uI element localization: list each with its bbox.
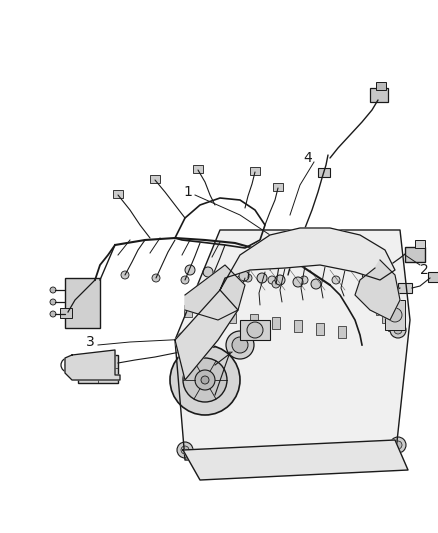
- Circle shape: [170, 345, 240, 415]
- Bar: [240, 320, 270, 340]
- Circle shape: [394, 326, 402, 334]
- Bar: [376, 82, 386, 90]
- Circle shape: [388, 308, 402, 322]
- Circle shape: [121, 271, 129, 279]
- Circle shape: [152, 274, 160, 282]
- Polygon shape: [183, 440, 408, 480]
- Circle shape: [239, 271, 249, 281]
- Circle shape: [300, 276, 308, 284]
- Circle shape: [272, 280, 280, 288]
- Circle shape: [293, 277, 303, 287]
- Circle shape: [311, 279, 321, 289]
- Bar: [428, 272, 438, 282]
- Circle shape: [226, 331, 254, 359]
- Circle shape: [181, 276, 189, 284]
- Polygon shape: [175, 230, 410, 460]
- Bar: [385, 300, 405, 330]
- Bar: [273, 183, 283, 191]
- Circle shape: [247, 322, 263, 338]
- Circle shape: [183, 358, 227, 402]
- Bar: [113, 190, 123, 198]
- Ellipse shape: [275, 465, 305, 475]
- Circle shape: [181, 446, 189, 454]
- Polygon shape: [220, 228, 395, 290]
- Bar: [370, 88, 388, 102]
- Bar: [388, 324, 398, 331]
- Circle shape: [65, 362, 71, 368]
- Bar: [376, 308, 386, 315]
- Polygon shape: [65, 350, 120, 380]
- Circle shape: [390, 437, 406, 453]
- Bar: [316, 323, 324, 335]
- Bar: [78, 355, 118, 383]
- Circle shape: [50, 287, 56, 293]
- Circle shape: [195, 370, 215, 390]
- Bar: [206, 308, 214, 320]
- Circle shape: [185, 265, 195, 275]
- Circle shape: [244, 274, 252, 282]
- Bar: [184, 305, 192, 317]
- Circle shape: [177, 442, 193, 458]
- Circle shape: [332, 276, 340, 284]
- Bar: [318, 168, 330, 177]
- Circle shape: [257, 273, 267, 283]
- Circle shape: [268, 276, 276, 284]
- Bar: [193, 165, 203, 173]
- Circle shape: [236, 276, 244, 284]
- Bar: [250, 167, 260, 175]
- Polygon shape: [175, 290, 238, 380]
- Circle shape: [61, 358, 75, 372]
- Circle shape: [364, 276, 372, 284]
- Bar: [250, 314, 258, 326]
- Circle shape: [275, 275, 285, 285]
- Bar: [294, 320, 302, 332]
- Bar: [338, 326, 346, 338]
- Text: 3: 3: [85, 335, 94, 349]
- Text: 4: 4: [304, 151, 312, 165]
- Polygon shape: [355, 260, 400, 320]
- Text: 2: 2: [420, 263, 428, 277]
- Circle shape: [390, 322, 406, 338]
- Circle shape: [50, 311, 56, 317]
- Circle shape: [203, 267, 213, 277]
- Bar: [362, 272, 372, 280]
- Circle shape: [221, 269, 231, 279]
- Bar: [382, 316, 392, 323]
- Bar: [150, 175, 160, 183]
- Circle shape: [181, 336, 189, 344]
- Circle shape: [206, 278, 214, 286]
- Polygon shape: [185, 265, 245, 320]
- Circle shape: [50, 299, 56, 305]
- Bar: [398, 283, 412, 293]
- Bar: [272, 317, 280, 329]
- Bar: [65, 278, 100, 328]
- Circle shape: [201, 376, 209, 384]
- Bar: [370, 300, 380, 307]
- Circle shape: [177, 332, 193, 348]
- Text: 1: 1: [184, 185, 192, 199]
- Circle shape: [232, 337, 248, 353]
- Bar: [415, 240, 425, 248]
- Bar: [228, 311, 236, 323]
- Bar: [60, 308, 72, 318]
- Circle shape: [394, 441, 402, 449]
- Bar: [405, 247, 425, 262]
